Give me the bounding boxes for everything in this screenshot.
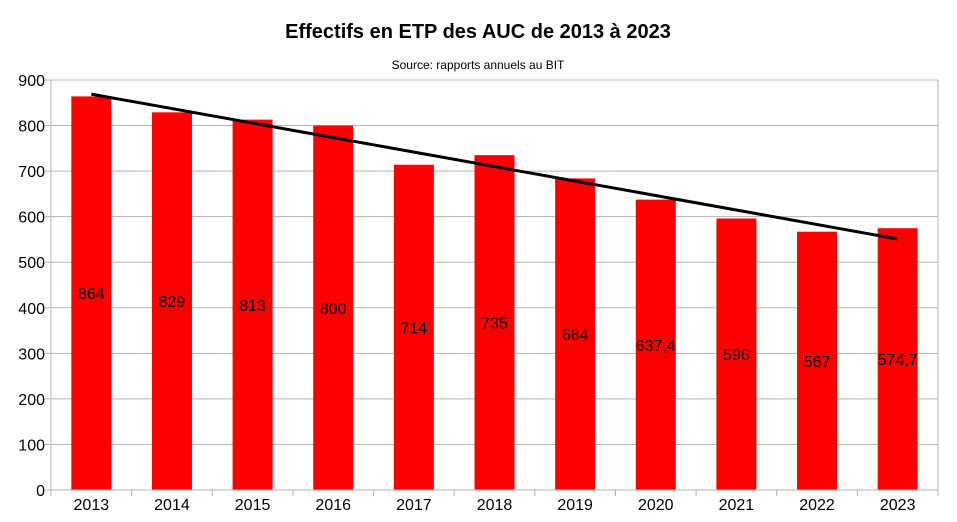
chart-title: Effectifs en ETP des AUC de 2013 à 2023 xyxy=(285,21,671,43)
y-tick-label: 100 xyxy=(18,437,45,454)
data-label: 829 xyxy=(159,294,186,311)
data-label: 567 xyxy=(804,354,831,371)
x-tick-label: 2019 xyxy=(557,497,593,514)
y-tick-label: 600 xyxy=(18,210,45,227)
x-tick-label: 2018 xyxy=(477,497,513,514)
bar xyxy=(716,218,757,490)
y-tick-label: 800 xyxy=(18,119,45,136)
x-tick-label: 2022 xyxy=(799,497,835,514)
x-tick-label: 2014 xyxy=(154,497,190,514)
bar xyxy=(232,119,273,490)
trendline-group xyxy=(91,92,898,241)
x-tick-label: 2020 xyxy=(638,497,674,514)
data-label: 735 xyxy=(481,316,508,333)
data-label: 864 xyxy=(78,286,105,303)
x-tick-label: 2015 xyxy=(235,497,271,514)
y-tick-label: 900 xyxy=(18,73,45,90)
y-tick-label: 500 xyxy=(18,255,45,272)
x-tick-label: 2013 xyxy=(74,497,110,514)
data-label: 637,4 xyxy=(636,338,676,355)
bar xyxy=(474,155,515,490)
axes: 0 100 200 300 400 500 600 700 800 900 2013 2014 2015… xyxy=(18,73,939,514)
bar xyxy=(151,112,192,490)
x-tick-label: 2023 xyxy=(880,497,916,514)
data-labels: 864 829 813 800 714 735 684 637,4 596 567 574,7 xyxy=(78,286,918,371)
data-label: 574,7 xyxy=(878,352,918,369)
data-label: 596 xyxy=(723,347,750,364)
y-tick-label: 200 xyxy=(18,392,45,409)
data-label: 714 xyxy=(401,320,428,337)
bar xyxy=(313,125,354,491)
x-tick-label: 2021 xyxy=(719,497,755,514)
trendline xyxy=(91,92,898,241)
bar xyxy=(635,199,676,490)
y-tick-label: 400 xyxy=(18,301,45,318)
chart-subtitle: Source: rapports annuels au BIT xyxy=(392,58,565,72)
data-label: 813 xyxy=(239,298,266,315)
data-label: 800 xyxy=(320,301,347,318)
bar xyxy=(393,164,434,490)
bar xyxy=(71,96,112,491)
bar xyxy=(797,231,838,490)
y-tick-label: 700 xyxy=(18,164,45,181)
x-tick-label: 2016 xyxy=(315,497,351,514)
bar xyxy=(555,178,596,490)
bar xyxy=(877,228,918,491)
y-tick-label: 0 xyxy=(36,483,45,500)
bars xyxy=(71,96,918,491)
data-label: 684 xyxy=(562,327,589,344)
y-tick-label: 300 xyxy=(18,346,45,363)
x-tick-label: 2017 xyxy=(396,497,432,514)
